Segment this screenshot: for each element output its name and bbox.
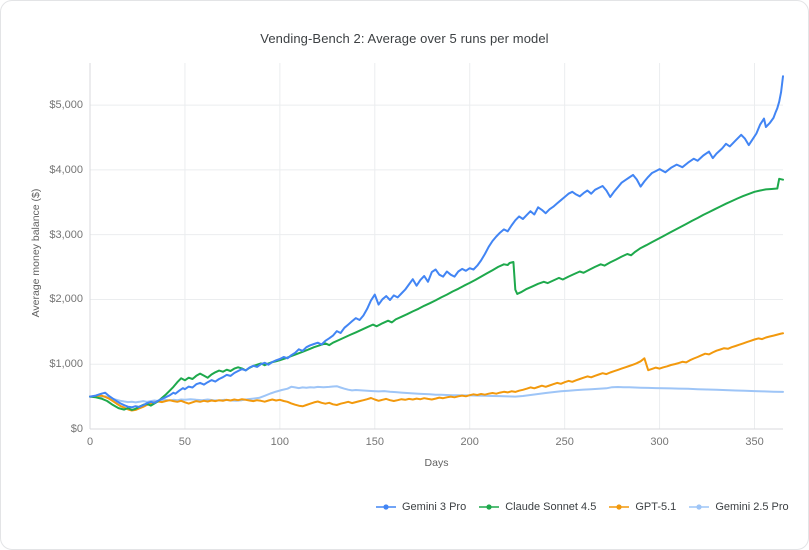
y-tick-label: $3,000 xyxy=(49,228,83,241)
x-axis-label: Days xyxy=(424,457,449,469)
x-tick-label: 0 xyxy=(86,436,94,448)
y-axis-label: Average money balance ($) xyxy=(30,188,42,318)
legend-item-gemini-2-5-pro: Gemini 2.5 Pro xyxy=(688,501,789,513)
x-tick-label: 350 xyxy=(745,436,764,448)
y-tick-label: $1,000 xyxy=(49,358,83,371)
x-tick-label: 100 xyxy=(270,436,290,448)
y-tick-label: $2,000 xyxy=(49,293,83,306)
chart-legend: Gemini 3 Pro Claude Sonnet 4.5 GPT-5.1 Gemi… xyxy=(375,501,789,513)
y-tick-label: $4,000 xyxy=(49,163,83,176)
legend-marker-icon xyxy=(609,504,630,510)
legend-marker-icon xyxy=(689,504,710,510)
legend-label: Gemini 3 Pro xyxy=(402,501,467,513)
x-tick-label: 200 xyxy=(460,436,479,448)
y-tick-label: $0 xyxy=(70,423,83,435)
chart-title: Vending-Bench 2: Average over 5 runs per… xyxy=(260,31,549,46)
legend-label: Gemini 2.5 Pro xyxy=(715,501,789,513)
series-line-gpt-5-1 xyxy=(89,332,784,412)
legend-label: GPT-5.1 xyxy=(635,501,677,513)
legend-item-gpt-5-1: GPT-5.1 xyxy=(608,501,676,513)
series-line-gemini-3-pro xyxy=(89,75,784,409)
legend-label: Claude Sonnet 4.5 xyxy=(505,501,597,513)
x-tick-label: 50 xyxy=(178,436,192,448)
x-tick-label: 150 xyxy=(365,436,384,448)
series-line-gemini-2-5-pro xyxy=(89,385,784,404)
legend-item-gemini-3-pro: Gemini 3 Pro xyxy=(375,501,466,513)
series-line-claude-sonnet-4-5 xyxy=(89,177,784,411)
x-tick-label: 250 xyxy=(555,436,574,448)
legend-marker-icon xyxy=(479,504,500,510)
legend-item-claude-sonnet-4-5: Claude Sonnet 4.5 xyxy=(478,501,596,513)
legend-marker-icon xyxy=(376,504,396,510)
x-tick-label: 300 xyxy=(650,436,669,448)
y-tick-label: $5,000 xyxy=(49,99,83,112)
